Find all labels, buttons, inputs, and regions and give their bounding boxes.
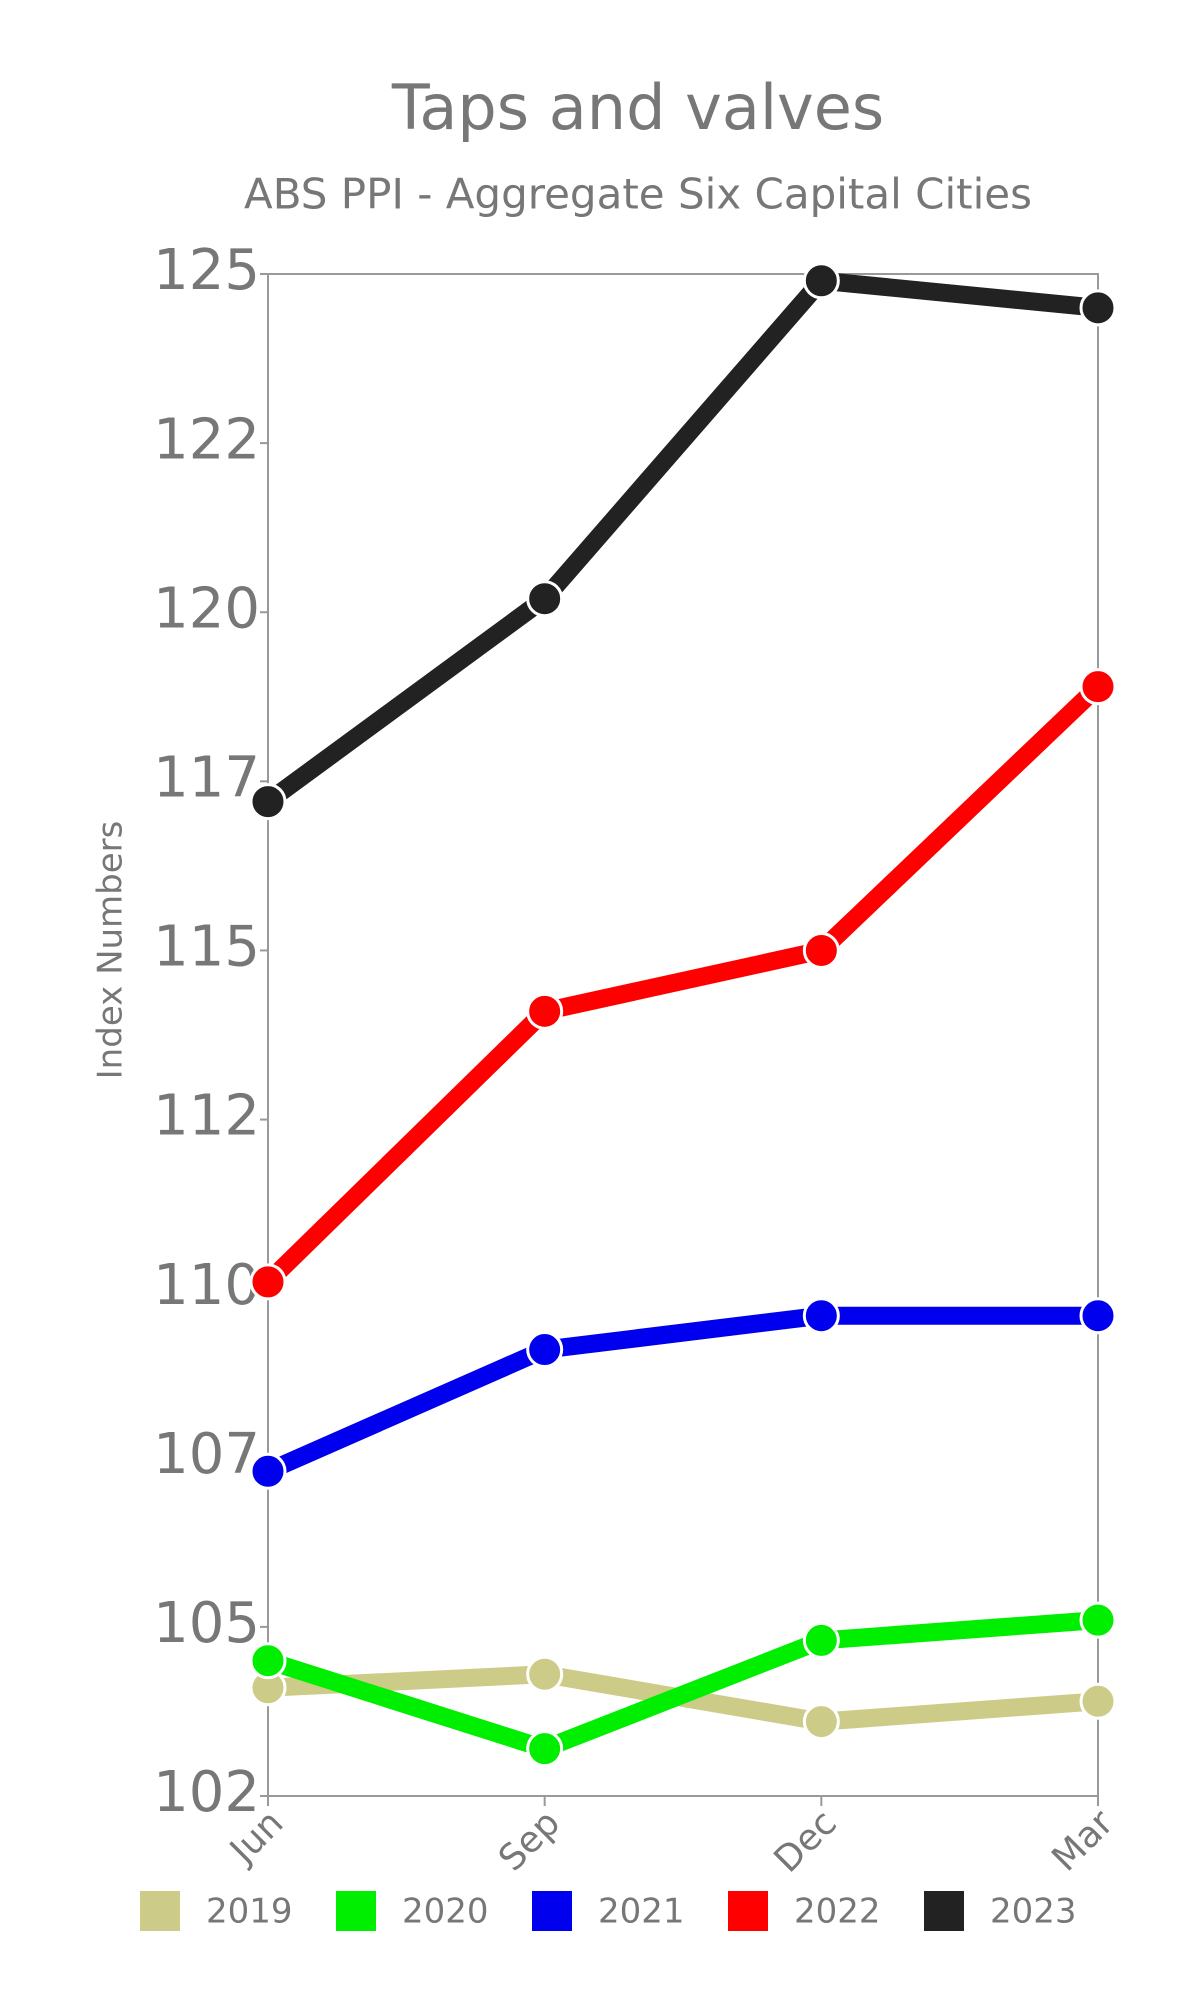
data-point [1079, 1682, 1117, 1720]
y-tick-label: 102 [153, 1760, 260, 1825]
data-point [802, 1703, 840, 1741]
data-point [802, 1297, 840, 1335]
legend-label: 2023 [990, 1892, 1077, 1932]
series-line [262, 271, 1099, 809]
plot-frame [267, 273, 1099, 1797]
y-tick-label: 112 [153, 1084, 260, 1149]
y-tick-label: 105 [153, 1591, 260, 1656]
legend-swatch [532, 1891, 572, 1931]
data-point [802, 931, 840, 969]
data-point [249, 783, 287, 821]
data-point [1079, 1297, 1117, 1335]
y-tick-label: 115 [153, 915, 260, 980]
data-point [802, 1621, 840, 1659]
legend-swatch [924, 1891, 964, 1931]
data-point [526, 1655, 564, 1693]
y-tick-label: 125 [153, 238, 260, 303]
series-line [264, 1306, 1098, 1480]
y-axis-label: Index Numbers [91, 821, 131, 1080]
legend-swatch [728, 1891, 768, 1931]
data-point [1079, 668, 1117, 706]
y-tick-label: 117 [153, 745, 260, 810]
series-line [265, 1611, 1099, 1758]
data-point [249, 1452, 287, 1490]
data-point [1079, 289, 1117, 327]
legend-label: 2019 [206, 1892, 293, 1932]
data-point [526, 992, 564, 1030]
y-tick-label: 107 [153, 1422, 260, 1487]
legend-swatch [140, 1891, 180, 1931]
x-tick-label: Dec [767, 1802, 845, 1880]
legend-label: 2022 [794, 1892, 881, 1932]
y-tick-label: 120 [153, 576, 260, 641]
series-line [261, 680, 1105, 1289]
data-point [526, 1730, 564, 1768]
legend-swatch [336, 1891, 376, 1931]
data-point [249, 1263, 287, 1301]
x-tick-label: Mar [1044, 1802, 1121, 1879]
chart-subtitle: ABS PPI - Aggregate Six Capital Cities [244, 170, 1032, 219]
data-point [526, 580, 564, 618]
x-tick-label: Sep [491, 1802, 568, 1879]
legend-label: 2020 [402, 1892, 489, 1932]
data-point [1079, 1601, 1117, 1639]
data-point [526, 1331, 564, 1369]
legend-label: 2021 [598, 1892, 685, 1932]
y-tick-label: 122 [153, 407, 260, 472]
y-tick-label: 110 [153, 1253, 260, 1318]
chart-title: Taps and valves [391, 71, 884, 144]
data-point [249, 1642, 287, 1680]
data-point [802, 262, 840, 300]
